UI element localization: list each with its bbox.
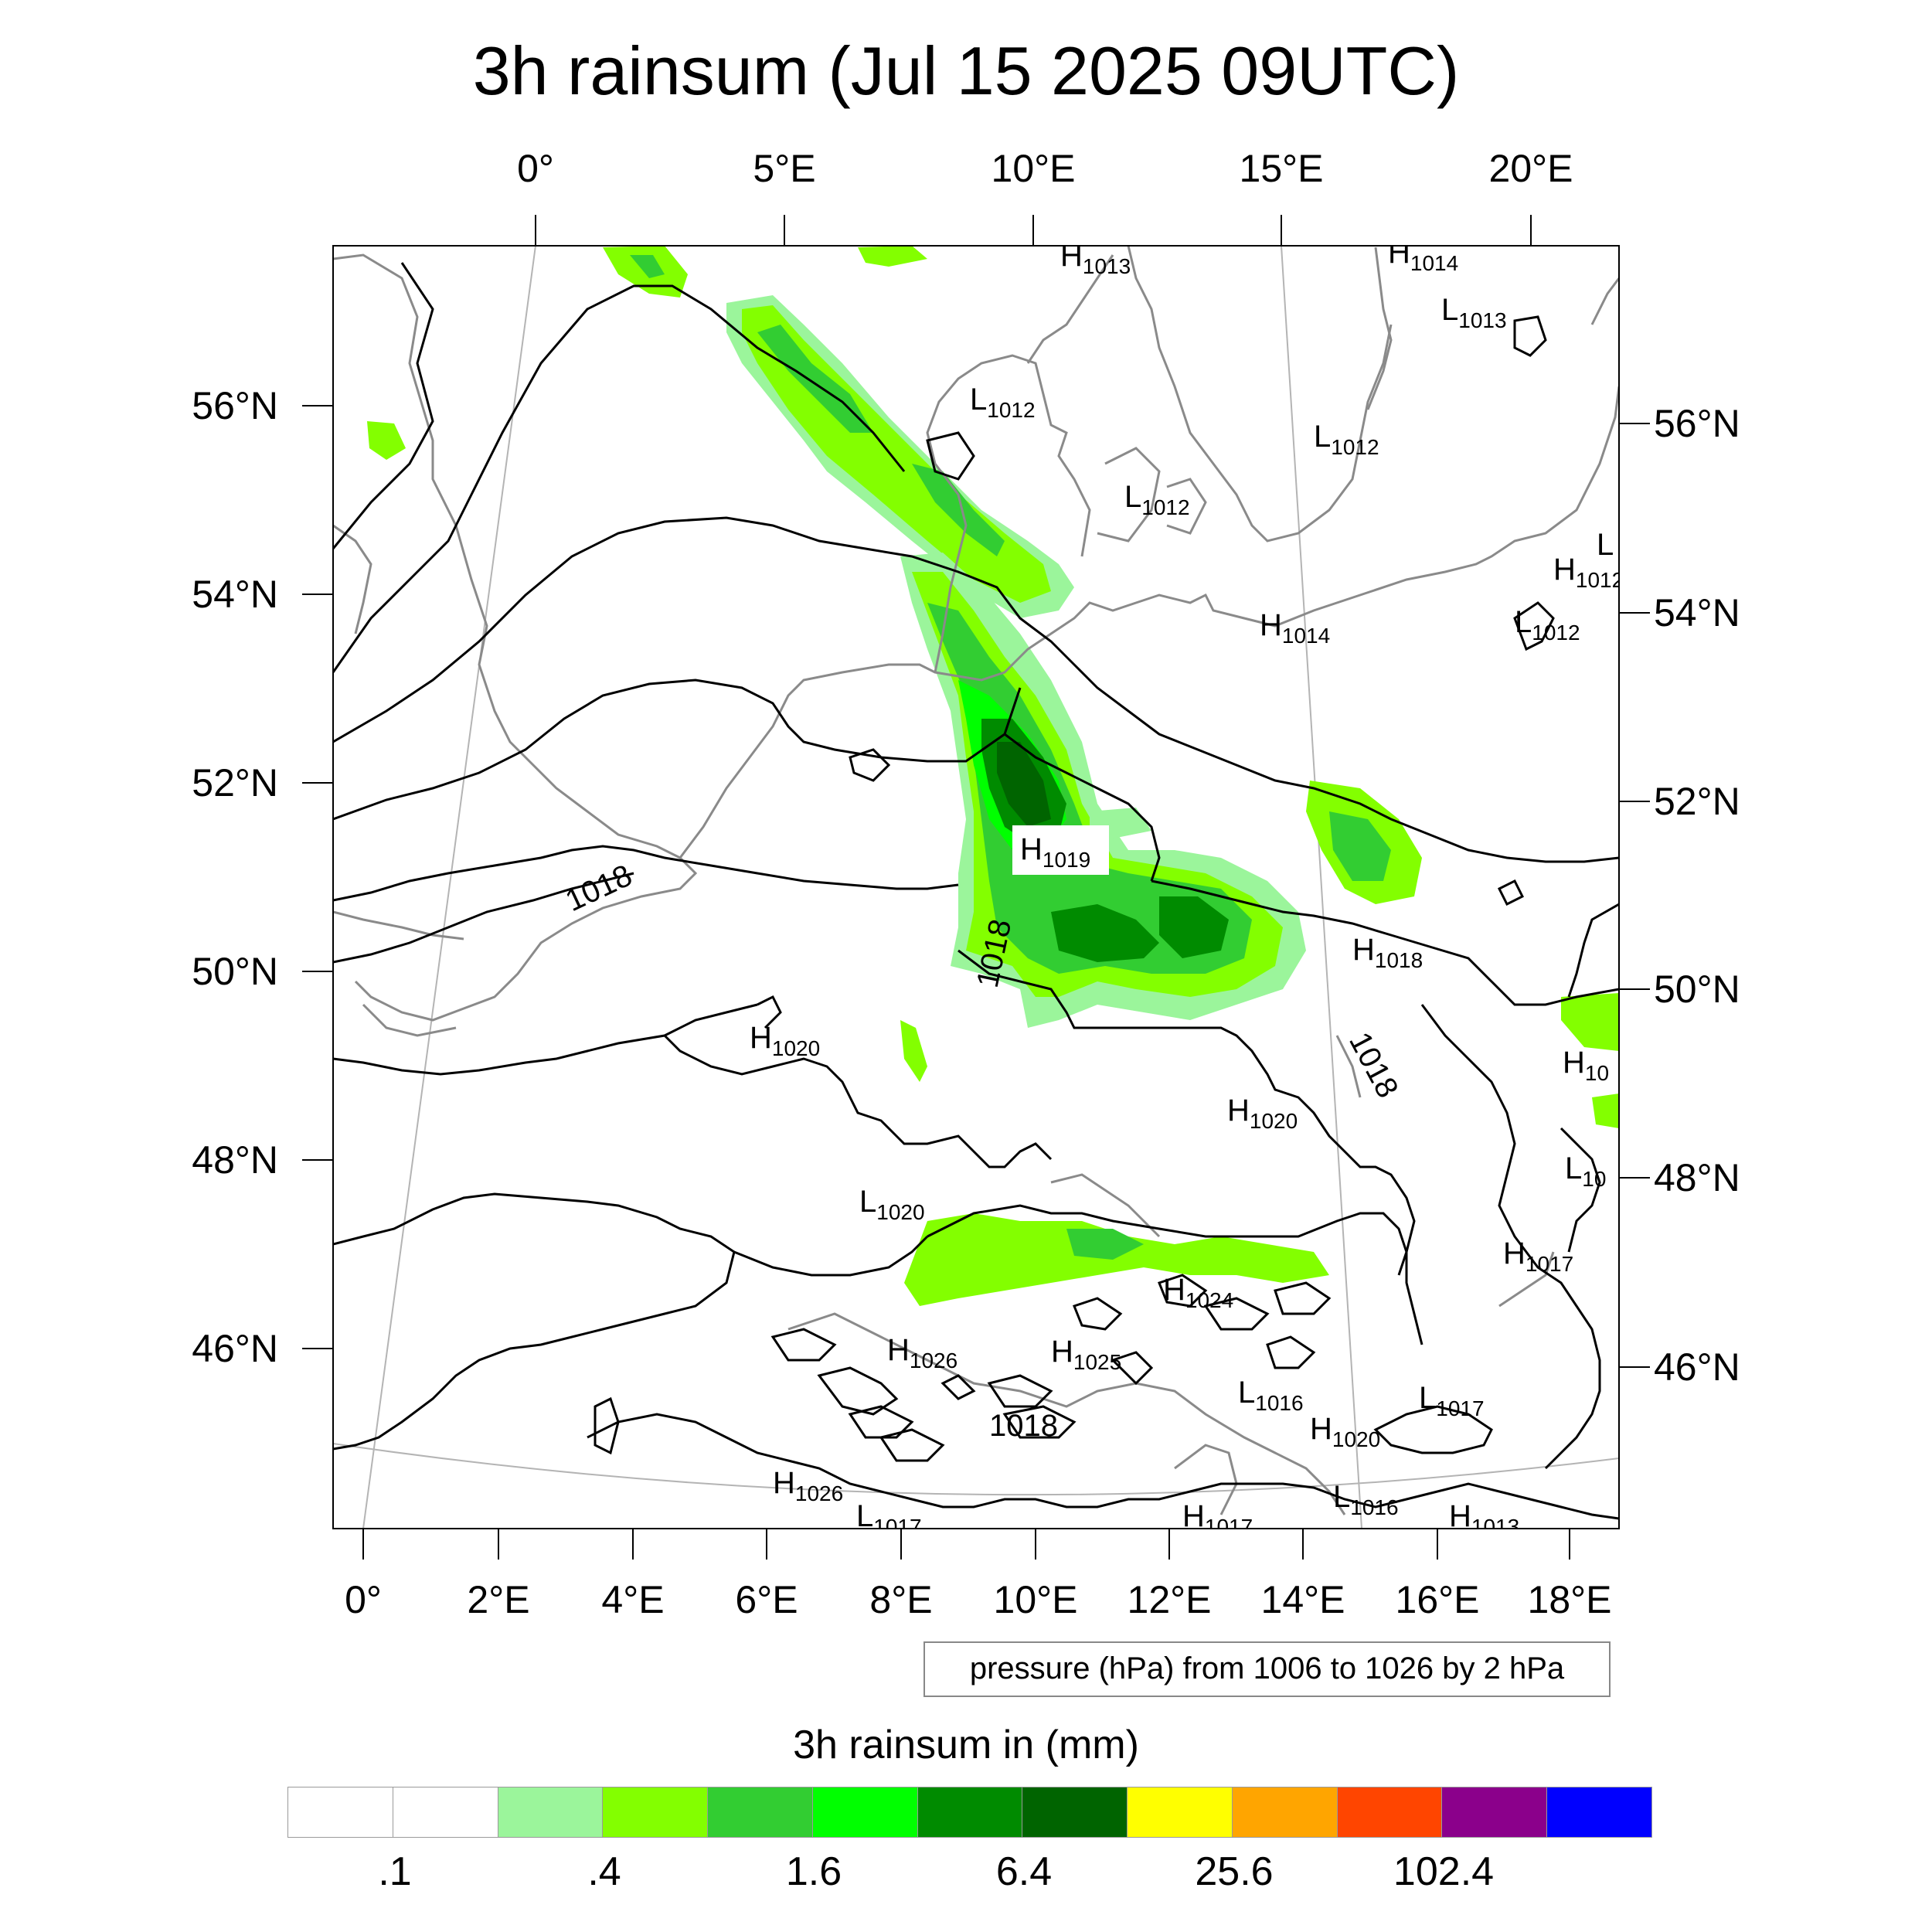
- colorbar-label: 102.4: [1393, 1849, 1495, 1894]
- low-pressure-label: L1012: [1515, 605, 1580, 645]
- top-lon-tick: 5°E: [753, 147, 816, 190]
- high-pressure-label: H1026: [887, 1333, 957, 1372]
- colorbar-swatch: [1128, 1787, 1233, 1838]
- high-pressure-label: H1013: [1449, 1499, 1519, 1539]
- high-pressure-label: H1018: [1352, 933, 1423, 972]
- bottom-lon-tick: 10°E: [993, 1578, 1078, 1621]
- bottom-lon-tick: 14°E: [1260, 1578, 1345, 1621]
- top-lon-tick: 10°E: [991, 147, 1076, 190]
- left-lat-tick: 46°N: [192, 1327, 278, 1370]
- colorbar-swatch: [498, 1787, 604, 1838]
- colorbar-swatch: [1547, 1787, 1652, 1838]
- high-pressure-label: H1013: [1060, 239, 1131, 278]
- coastlines: [333, 246, 1619, 1515]
- high-pressure-label: H1026: [773, 1466, 843, 1505]
- low-pressure-label: L1016: [1238, 1376, 1304, 1415]
- left-lat-tick: 50°N: [192, 950, 278, 993]
- colorbar-swatch: [1232, 1787, 1338, 1838]
- isobar-label: 1018: [989, 1409, 1058, 1443]
- left-lat-tick: 52°N: [192, 761, 278, 804]
- high-pressure-label: H1020: [1310, 1412, 1380, 1451]
- map-frame: [332, 245, 1620, 1529]
- bottom-lon-tick: 6°E: [735, 1578, 798, 1621]
- colorbar-swatch: [1337, 1787, 1443, 1838]
- pressure-center-labels: H1013 H1014 L1013 L1012 L1012 L1012 L H1…: [750, 236, 1624, 1539]
- low-pressure-label: L1017: [1419, 1381, 1485, 1420]
- left-lat-tick: 56°N: [192, 384, 278, 427]
- colorbar-label: 6.4: [995, 1849, 1053, 1894]
- high-pressure-label: H1014: [1388, 236, 1458, 275]
- graticule: [333, 246, 1619, 1529]
- colorbar: [287, 1787, 1652, 1838]
- colorbar-label: 1.6: [785, 1849, 842, 1894]
- colorbar-swatch: [393, 1787, 498, 1838]
- top-lon-tick: 0°: [517, 147, 554, 190]
- right-lat-tick: 50°N: [1654, 968, 1740, 1011]
- high-pressure-label: H1025: [1051, 1335, 1121, 1374]
- left-lat-tick: 48°N: [192, 1138, 278, 1182]
- low-pressure-label: L1020: [859, 1185, 925, 1224]
- low-pressure-label: L1012: [1314, 420, 1379, 459]
- high-pressure-label: H1012: [1553, 553, 1624, 592]
- low-pressure-label: L1012: [1124, 480, 1190, 519]
- bottom-lon-tick: 18°E: [1527, 1578, 1612, 1621]
- left-lat-tick: 54°N: [192, 573, 278, 616]
- low-pressure-label: L: [1597, 528, 1614, 562]
- map-title: 3h rainsum (Jul 15 2025 09UTC): [472, 32, 1460, 109]
- high-pressure-label: H1017: [1503, 1236, 1573, 1276]
- bottom-lon-tick: 2°E: [467, 1578, 530, 1621]
- right-lat-tick: 52°N: [1654, 780, 1740, 823]
- colorbar-label: .1: [378, 1849, 412, 1894]
- low-pressure-label: L1017: [856, 1499, 922, 1539]
- bottom-lon-tick: 4°E: [601, 1578, 665, 1621]
- contour-info-box: pressure (hPa) from 1006 to 1026 by 2 hP…: [923, 1641, 1611, 1697]
- high-pressure-label: H1014: [1260, 608, 1330, 648]
- colorbar-title: 3h rainsum in (mm): [793, 1723, 1139, 1767]
- high-pressure-label: H1019: [1020, 832, 1090, 872]
- isobar-value-labels: 1018 1018 1018 1018: [560, 859, 1404, 1443]
- high-pressure-label: H1020: [1227, 1094, 1298, 1133]
- right-lat-tick: 46°N: [1654, 1345, 1740, 1389]
- low-pressure-label: L1013: [1441, 293, 1507, 332]
- high-pressure-label: H1024: [1163, 1273, 1233, 1312]
- colorbar-swatch: [812, 1787, 918, 1838]
- top-lon-tick: 15°E: [1239, 147, 1324, 190]
- high-pressure-label: H1020: [750, 1021, 820, 1060]
- rainfall-shading: [367, 246, 1619, 1306]
- colorbar-swatch: [708, 1787, 813, 1838]
- colorbar-swatch: [1442, 1787, 1548, 1838]
- right-lat-tick: 48°N: [1654, 1156, 1740, 1199]
- bottom-lon-tick: 8°E: [869, 1578, 933, 1621]
- top-lon-tick: 20°E: [1488, 147, 1573, 190]
- high-pressure-label: H1017: [1182, 1499, 1253, 1539]
- bottom-lon-tick: 16°E: [1395, 1578, 1480, 1621]
- colorbar-label: .4: [587, 1849, 621, 1894]
- low-pressure-label: L10: [1565, 1151, 1606, 1191]
- colorbar-swatch: [287, 1787, 393, 1838]
- bottom-lon-tick: 0°: [345, 1578, 382, 1621]
- tick-marks: [302, 215, 1650, 1560]
- colorbar-label: 25.6: [1195, 1849, 1274, 1894]
- colorbar-swatch: [603, 1787, 709, 1838]
- colorbar-swatch: [917, 1787, 1023, 1838]
- low-pressure-label: L1012: [970, 383, 1036, 422]
- colorbar-swatch: [1022, 1787, 1128, 1838]
- right-lat-tick: 54°N: [1654, 591, 1740, 634]
- low-pressure-label: L1016: [1333, 1480, 1399, 1519]
- isobars: [333, 262, 1619, 1520]
- right-lat-tick: 56°N: [1654, 402, 1740, 445]
- high-pressure-label: H10: [1563, 1046, 1609, 1085]
- bottom-lon-tick: 12°E: [1127, 1578, 1212, 1621]
